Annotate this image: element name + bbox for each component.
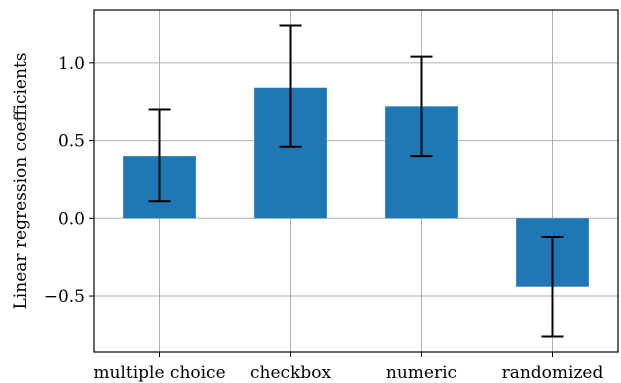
error-bar	[541, 235, 564, 338]
error-bars	[148, 24, 564, 338]
axes-frame	[93, 9, 619, 353]
error-bar	[410, 55, 433, 158]
y-tick-label: 0.5	[58, 132, 85, 152]
y-axis-label: Linear regression coefficients	[11, 53, 31, 310]
x-tick-labels: multiple choice checkbox numeric randomized	[93, 363, 603, 383]
y-tick-label: 0.0	[58, 209, 85, 229]
x-tick-label: randomized	[502, 363, 604, 383]
y-tick-label: 1.0	[58, 54, 85, 74]
error-bar	[279, 24, 302, 148]
x-tick-label: multiple choice	[93, 363, 225, 383]
y-tick-label: −0.5	[44, 287, 85, 307]
error-bar	[148, 108, 171, 203]
plot-frame	[89, 9, 619, 357]
bars	[123, 87, 589, 287]
x-tick-label: numeric	[386, 363, 457, 383]
y-tick-labels: −0.5 0.0 0.5 1.0	[44, 54, 85, 307]
x-tick-label: checkbox	[250, 363, 331, 383]
